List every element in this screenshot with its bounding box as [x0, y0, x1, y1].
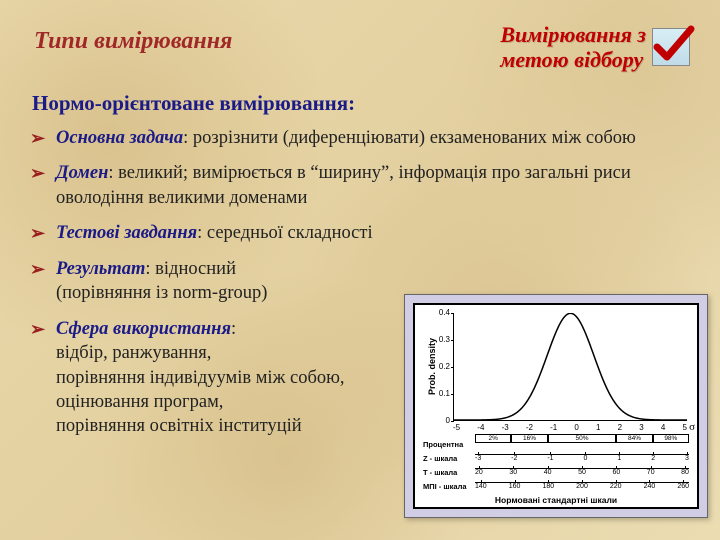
scale-tick: 80	[681, 469, 689, 476]
ytick-label: 0	[432, 416, 450, 425]
bullet-marker: ➢	[30, 126, 56, 151]
title-left: Типи вимірювання	[34, 22, 500, 55]
ytick-mark	[451, 394, 454, 395]
scale-tick: 3	[685, 455, 689, 462]
xtick-label: -2	[526, 423, 533, 433]
scale-label: Z - шкала	[423, 454, 475, 463]
scale-axis: 20 30 40 50 60 70 80	[475, 466, 689, 478]
xtick-label: 5	[682, 423, 686, 433]
xtick-label: -4	[477, 423, 484, 433]
bullet-body: Домен: великий; вимірюється в “ширину”, …	[56, 161, 690, 210]
ytick-label: 0.3	[432, 335, 450, 344]
ytick-mark	[451, 367, 454, 368]
title-right-group: Вимірювання з метою відбору	[500, 22, 690, 73]
bullet-item: ➢Домен: великий; вимірюється в “ширину”,…	[30, 161, 690, 210]
ytick-label: 0.2	[432, 362, 450, 371]
bullet-term: Сфера використання	[56, 319, 231, 339]
ytick-label: 0.4	[432, 308, 450, 317]
scale-label: Процентна	[423, 440, 475, 449]
scale-tick: 0	[584, 455, 588, 462]
ytick-label: 0.1	[432, 389, 450, 398]
scale-tick: 60	[612, 469, 620, 476]
slide-header: Типи вимірювання Вимірювання з метою від…	[0, 0, 720, 81]
bullet-body: Сфера використання: відбір, ранжування, …	[56, 317, 416, 439]
scales-footer: Нормовані стандартні шкали	[423, 495, 689, 505]
bullet-marker: ➢	[30, 257, 56, 306]
pct-box: 2%	[475, 434, 511, 443]
bullet-body: Результат: відносний (порівняння із norm…	[56, 257, 416, 306]
scale-label: T - шкала	[423, 468, 475, 477]
xtick-label: -5	[453, 423, 460, 433]
scale-row: Z - шкала-3 -2 -1 0 1 2 3	[423, 451, 689, 465]
bullet-body: Тестові завдання: середньої складності	[56, 221, 690, 246]
xtick-label: 0	[574, 423, 578, 433]
scale-tick: 70	[647, 469, 655, 476]
curve-area: 00.10.20.30.4	[453, 313, 687, 421]
xtick-label: 4	[661, 423, 665, 433]
scale-tick: 140	[475, 483, 487, 490]
bullet-term: Основна задача	[56, 128, 183, 148]
xtick-label: 2	[618, 423, 622, 433]
scale-row: МПІ - шкала140 160 180 200 220 240 260	[423, 479, 689, 493]
scale-tick: 260	[677, 483, 689, 490]
pct-box: 16%	[511, 434, 547, 443]
scale-tick: 1	[617, 455, 621, 462]
ytick-mark	[451, 313, 454, 314]
bullet-term: Результат	[56, 259, 145, 279]
scale-tick: -1	[547, 455, 553, 462]
pct-box: 98%	[653, 434, 689, 443]
bullet-marker: ➢	[30, 161, 56, 210]
xtick-label: 1	[596, 423, 600, 433]
scale-label: МПІ - шкала	[423, 482, 475, 491]
scale-tick: 50	[578, 469, 586, 476]
chart-inner: Prob. density 00.10.20.30.4 -5-4-3-2-101…	[413, 303, 699, 509]
chart-xticks: -5 -4 -3 -2 -1 0 1 2 3 4 5	[453, 423, 687, 433]
scale-tick: 240	[644, 483, 656, 490]
bullet-term: Домен	[56, 163, 108, 183]
scale-tick: 30	[509, 469, 517, 476]
bullet-item: ➢Основна задача: розрізнити (диференціюв…	[30, 126, 690, 151]
scale-tick: -2	[511, 455, 517, 462]
ytick-mark	[451, 340, 454, 341]
bullet-marker: ➢	[30, 221, 56, 246]
pct-box: 84%	[616, 434, 652, 443]
scale-tick: -3	[475, 455, 481, 462]
check-icon	[651, 23, 695, 67]
scale-row-percent: Процентна2%16%50%84%98%	[423, 437, 689, 451]
ytick-mark	[451, 421, 454, 422]
title-right: Вимірювання з метою відбору	[500, 22, 646, 73]
xtick-label: -3	[502, 423, 509, 433]
sigma-label: σ	[689, 421, 695, 433]
scale-axis: 2%16%50%84%98%	[475, 438, 689, 450]
pct-box: 50%	[548, 434, 617, 443]
scale-tick: 40	[544, 469, 552, 476]
scale-axis: -3 -2 -1 0 1 2 3	[475, 452, 689, 464]
scale-tick: 2	[651, 455, 655, 462]
scale-axis: 140 160 180 200 220 240 260	[475, 480, 689, 492]
scale-row: T - шкала20 30 40 50 60 70 80	[423, 465, 689, 479]
checkmark-badge	[652, 28, 690, 66]
scale-tick: 180	[542, 483, 554, 490]
bullet-item: ➢Тестові завдання: середньої складності	[30, 221, 690, 246]
scales-block: Процентна2%16%50%84%98%Z - шкала-3-2-101…	[423, 437, 689, 503]
scale-tick: 200	[576, 483, 588, 490]
chart-panel: Prob. density 00.10.20.30.4 -5-4-3-2-101…	[404, 294, 708, 518]
xtick-label: -1	[550, 423, 557, 433]
scale-tick: 220	[610, 483, 622, 490]
scale-tick: 160	[509, 483, 521, 490]
bullet-marker: ➢	[30, 317, 56, 439]
bullet-term: Тестові завдання	[56, 223, 197, 243]
bullet-body: Основна задача: розрізнити (диференціюва…	[56, 126, 690, 151]
normal-curve	[454, 313, 687, 420]
subtitle: Нормо-орієнтоване вимірювання:	[0, 81, 720, 126]
xtick-label: 3	[639, 423, 643, 433]
scale-tick: 20	[475, 469, 483, 476]
